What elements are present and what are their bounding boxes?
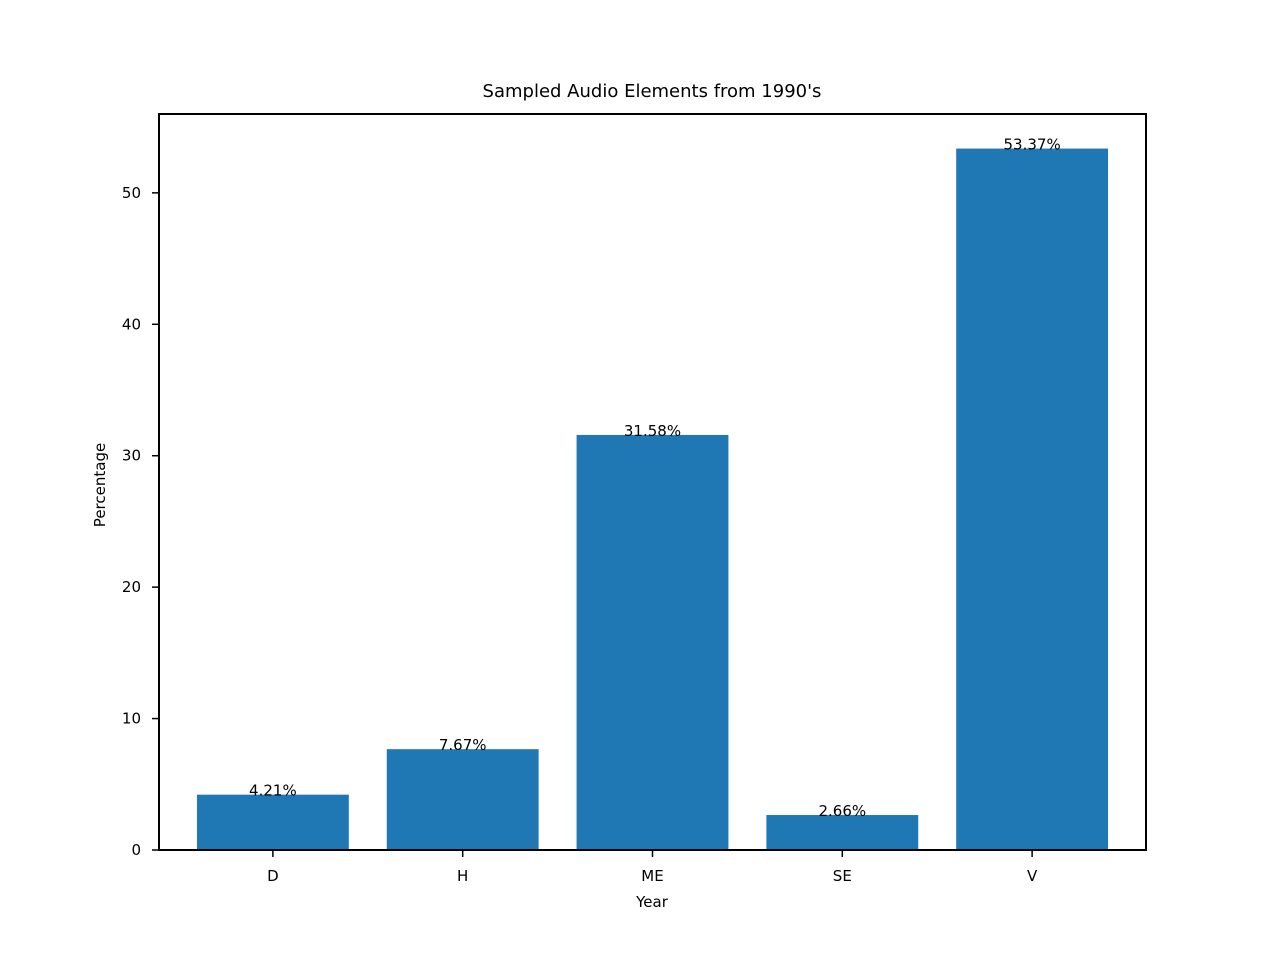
data-label-d: 4.21% bbox=[249, 782, 297, 800]
bar-d bbox=[196, 794, 349, 850]
chart-title: Sampled Audio Elements from 1990's bbox=[483, 81, 822, 102]
y-tick-label: 50 bbox=[122, 184, 141, 202]
y-axis-label: Percentage bbox=[91, 443, 109, 527]
x-tick-label: D bbox=[267, 867, 279, 885]
x-tick-label: ME bbox=[641, 867, 663, 885]
y-tick-label: 40 bbox=[122, 315, 141, 333]
y-tick-label: 10 bbox=[122, 710, 141, 728]
bar-se bbox=[766, 815, 919, 850]
bar-v bbox=[956, 148, 1109, 850]
y-tick-label: 20 bbox=[122, 578, 141, 596]
x-tick-label: V bbox=[1027, 867, 1038, 885]
y-tick-label: 0 bbox=[131, 841, 141, 859]
x-axis-label: Year bbox=[635, 893, 669, 911]
y-tick-label: 30 bbox=[122, 447, 141, 465]
x-tick-label: SE bbox=[833, 867, 852, 885]
data-label-h: 7.67% bbox=[439, 736, 487, 754]
data-label-se: 2.66% bbox=[818, 802, 866, 820]
data-label-v: 53.37% bbox=[1004, 136, 1061, 154]
bar-h bbox=[386, 749, 539, 850]
x-tick-label: H bbox=[457, 867, 468, 885]
data-label-me: 31.58% bbox=[624, 422, 681, 440]
bar-me bbox=[576, 434, 729, 850]
plot-area: 4.21% 7.67% 31.58% 2.66% 53.37% 0 10 20 30 40 50 D H… bbox=[122, 113, 1147, 885]
